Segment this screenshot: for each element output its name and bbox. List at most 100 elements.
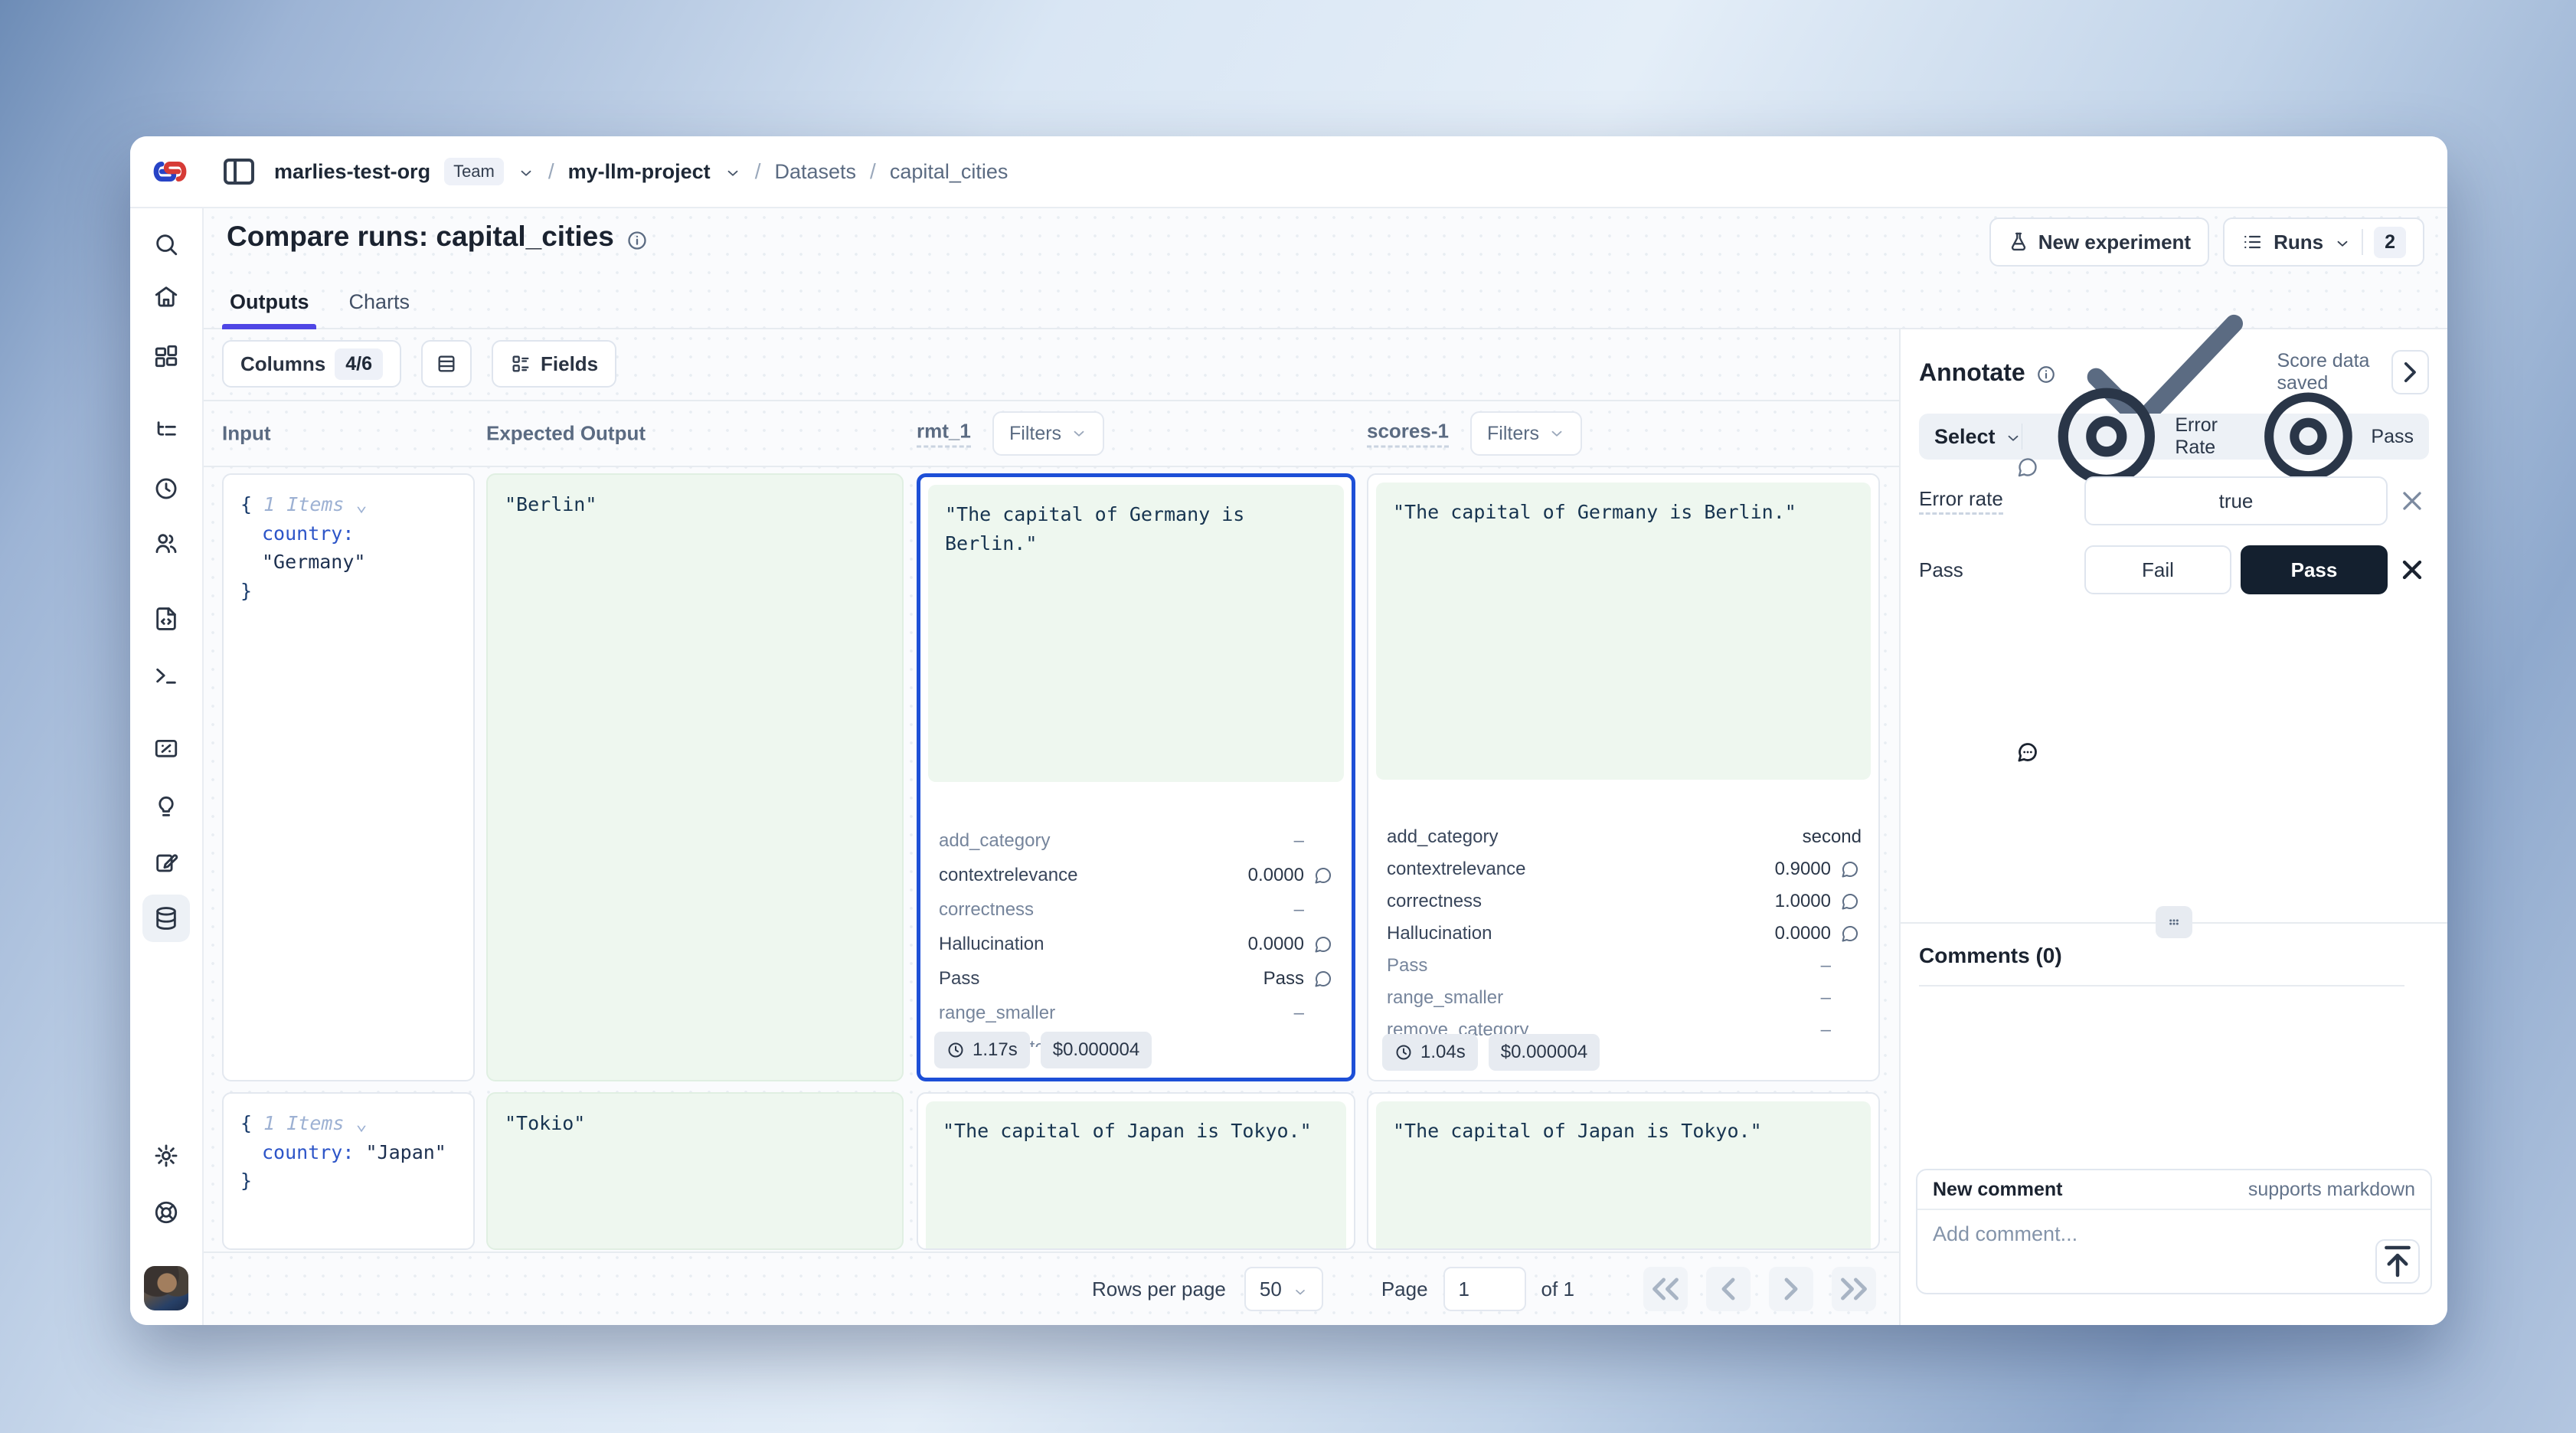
user-avatar[interactable]: [144, 1266, 188, 1310]
score-value: –: [1293, 1036, 1304, 1048]
run1-output-cell-row2[interactable]: "The capital of Japan is Tokyo.": [917, 1092, 1355, 1250]
history-clock-icon[interactable]: [153, 476, 179, 502]
expected-output-cell-row2[interactable]: "Tokio": [486, 1092, 904, 1250]
sidebar-toggle-button[interactable]: [221, 153, 257, 190]
database-icon[interactable]: [153, 905, 179, 931]
comment-bubble-icon[interactable]: [1839, 892, 1862, 911]
page-number-input[interactable]: [1443, 1267, 1526, 1311]
column-header-run2[interactable]: scores-1: [1367, 420, 1449, 448]
run1-filters-button[interactable]: Filters: [992, 411, 1105, 456]
run2-filters-button[interactable]: Filters: [1470, 411, 1583, 456]
comment-bubble-slot: [1312, 901, 1335, 919]
comment-bubble-slot: [1839, 1021, 1862, 1039]
runs-button[interactable]: Runs 2: [2223, 218, 2424, 267]
next-page-button[interactable]: [1768, 1267, 1813, 1311]
top-bar: marlies-test-org Team / my-llm-project /…: [130, 136, 2447, 208]
dashboard-icon[interactable]: [153, 343, 179, 369]
clipboard-pen-icon[interactable]: [153, 850, 179, 876]
score-row[interactable]: correctness –: [939, 892, 1335, 927]
comment-bubble-icon[interactable]: [1312, 866, 1335, 885]
new-experiment-button[interactable]: New experiment: [1989, 218, 2210, 267]
rows-per-page-label: Rows per page: [1092, 1277, 1226, 1300]
expected-output-cell-row1[interactable]: "Berlin": [486, 473, 904, 1081]
run-meta-chips: 1.04s $0.000004: [1382, 1034, 1600, 1071]
score-row[interactable]: Hallucination 0.0000: [939, 927, 1335, 961]
comment-bubble-icon[interactable]: [1839, 860, 1862, 878]
fields-button[interactable]: Fields: [492, 340, 617, 388]
home-icon[interactable]: [153, 283, 179, 309]
comment-textarea[interactable]: [1917, 1210, 2431, 1293]
score-row[interactable]: correctness 1.0000: [1387, 885, 1862, 918]
input-cell-row1[interactable]: { 1 Items ⌄ country: "Germany" }: [222, 473, 475, 1081]
rows-per-page-select[interactable]: 50: [1244, 1267, 1323, 1311]
json-items-count[interactable]: 1 Items: [263, 493, 345, 515]
expected-output-text: "Tokio": [505, 1112, 586, 1134]
columns-button[interactable]: Columns 4/6: [222, 340, 401, 388]
score-row[interactable]: Pass –: [1387, 950, 1862, 982]
terminal-icon[interactable]: [153, 663, 179, 689]
app-logo-icon: [153, 162, 187, 182]
breadcrumb-org[interactable]: marlies-test-org: [274, 159, 431, 183]
score-row[interactable]: contextrelevance 0.9000: [1387, 853, 1862, 885]
score-row[interactable]: Hallucination 0.0000: [1387, 918, 1862, 950]
drag-dots-icon: [2169, 919, 2179, 925]
new-comment-body: [1917, 1210, 2431, 1293]
settings-gear-icon[interactable]: [153, 1143, 179, 1169]
first-page-button[interactable]: [1643, 1267, 1688, 1311]
chevron-down-icon[interactable]: [724, 163, 741, 180]
comment-bubble-slot: [1839, 957, 1862, 975]
pass-button-selected[interactable]: Pass: [2241, 545, 2388, 594]
whiteboard-icon[interactable]: [153, 736, 179, 762]
chevron-down-icon[interactable]: ⌄: [355, 493, 368, 515]
chevron-down-icon[interactable]: ⌄: [355, 1112, 368, 1134]
row-height-button[interactable]: [421, 340, 472, 388]
score-row[interactable]: range_smaller –: [939, 996, 1335, 1030]
score-row[interactable]: Pass Pass: [939, 961, 1335, 996]
fail-button[interactable]: Fail: [2084, 545, 2231, 594]
page-total-label: of 1: [1541, 1277, 1574, 1300]
rubric-select-dropdown[interactable]: Select: [1934, 425, 2022, 449]
breadcrumb-datasets[interactable]: Datasets: [774, 159, 857, 183]
run2-output-cell-row2[interactable]: "The capital of Japan is Tokyo.": [1367, 1092, 1880, 1250]
breadcrumb-dataset-name[interactable]: capital_cities: [889, 159, 1008, 183]
list-tree-icon[interactable]: [153, 418, 179, 444]
tab-charts[interactable]: Charts: [348, 290, 410, 313]
users-icon[interactable]: [153, 531, 179, 557]
comment-bubble-icon[interactable]: [1839, 924, 1862, 943]
clear-error-rate-button[interactable]: [2397, 486, 2427, 516]
score-row[interactable]: add_category –: [939, 823, 1335, 858]
collapse-panel-button[interactable]: [2391, 350, 2429, 394]
score-row[interactable]: contextrelevance 0.0000: [939, 858, 1335, 892]
comment-bubble-icon[interactable]: [1312, 970, 1335, 988]
score-row[interactable]: range_smaller –: [1387, 982, 1862, 1014]
submit-comment-button[interactable]: [2375, 1239, 2420, 1284]
run2-output-cell-row1[interactable]: "The capital of Germany is Berlin." add_…: [1367, 473, 1880, 1081]
help-lifering-icon[interactable]: [153, 1199, 179, 1225]
tab-outputs[interactable]: Outputs: [221, 290, 317, 329]
input-cell-row2[interactable]: { 1 Items ⌄ country: "Japan" }: [222, 1092, 475, 1250]
comment-bubble-dots-icon[interactable]: [2017, 741, 2038, 763]
markdown-hint: supports markdown: [2247, 1178, 2415, 1200]
info-icon[interactable]: [626, 226, 648, 250]
previous-page-button[interactable]: [1705, 1267, 1751, 1311]
lightbulb-icon[interactable]: [153, 793, 179, 820]
comment-bubble-icon[interactable]: [2017, 456, 2038, 478]
info-icon[interactable]: [2036, 362, 2056, 383]
error-rate-input[interactable]: [2084, 476, 2388, 525]
score-row[interactable]: add_category second: [1387, 821, 1862, 853]
breadcrumb-project[interactable]: my-llm-project: [567, 159, 711, 183]
error-rate-label[interactable]: Error rate: [1919, 487, 2003, 515]
json-value: "Japan": [365, 1140, 446, 1163]
run1-output-cell-row1[interactable]: "The capital of Germany is Berlin." add_…: [917, 473, 1355, 1081]
last-page-button[interactable]: [1831, 1267, 1876, 1311]
rubric-chip[interactable]: Pass: [2253, 375, 2414, 498]
breadcrumb-separator: /: [548, 159, 554, 183]
panel-resize-handle[interactable]: [2156, 906, 2192, 938]
code-file-icon[interactable]: [153, 606, 179, 632]
chevron-down-icon[interactable]: [518, 163, 534, 180]
search-icon[interactable]: [153, 231, 179, 257]
column-header-run1[interactable]: rmt_1: [917, 420, 971, 448]
clear-pass-button[interactable]: [2397, 555, 2427, 585]
comment-bubble-icon[interactable]: [1312, 935, 1335, 954]
json-items-count[interactable]: 1 Items: [263, 1112, 345, 1134]
